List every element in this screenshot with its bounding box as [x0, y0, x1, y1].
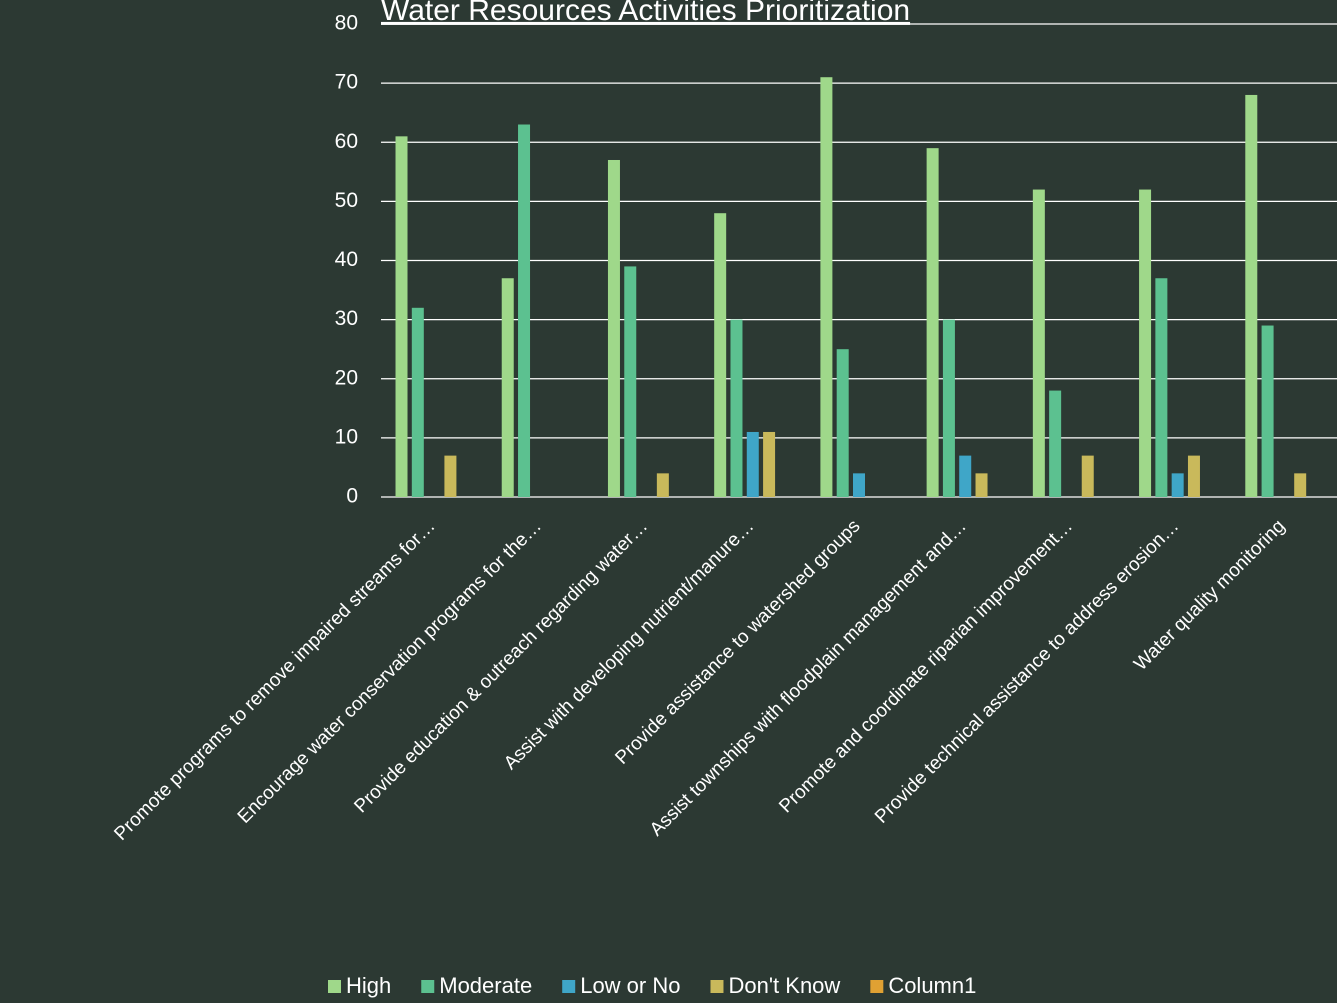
legend-label: Moderate	[439, 973, 532, 998]
bar	[1139, 189, 1152, 498]
bar	[730, 319, 743, 497]
bar	[518, 124, 531, 497]
bar	[1155, 278, 1168, 497]
y-tick-label: 0	[346, 485, 358, 508]
y-tick-label: 60	[335, 130, 358, 153]
bar	[656, 473, 669, 497]
legend-label: Don't Know	[728, 973, 840, 998]
bar	[746, 431, 759, 497]
bar	[1261, 325, 1274, 497]
bar	[501, 278, 514, 497]
chart-title: Water Resources Activities Prioritizatio…	[381, 0, 910, 27]
y-tick-label: 10	[335, 425, 358, 448]
bar	[444, 455, 457, 497]
bar	[607, 159, 620, 498]
legend-label: Low or No	[580, 973, 680, 998]
bar	[411, 307, 424, 497]
y-tick-label: 40	[335, 248, 358, 271]
legend: High Moderate Low or No Don't Know Column1	[328, 973, 976, 998]
y-tick-label: 50	[335, 189, 358, 212]
bar	[624, 266, 637, 497]
legend-swatch	[870, 980, 884, 993]
bar	[836, 349, 849, 497]
legend-swatch	[562, 980, 576, 993]
legend-swatch	[421, 980, 435, 993]
y-tick-label: 80	[335, 12, 358, 35]
bar	[926, 148, 939, 497]
y-tick-label: 20	[335, 366, 358, 389]
bar	[942, 319, 955, 497]
bar	[1294, 473, 1307, 497]
x-tick-label: Provide assistance to watershed groups	[611, 516, 864, 769]
y-tick-label: 30	[335, 307, 358, 330]
bar	[1187, 455, 1200, 497]
legend-label: Column1	[888, 973, 976, 998]
bar	[763, 431, 776, 497]
legend-label: High	[346, 973, 391, 998]
legend-swatch	[328, 980, 341, 993]
bar	[853, 473, 865, 497]
bar	[1245, 94, 1258, 497]
bar	[1032, 189, 1045, 498]
bar	[1049, 390, 1062, 497]
bar	[975, 473, 988, 497]
bar	[959, 455, 972, 497]
bar	[820, 77, 833, 498]
bar	[1081, 455, 1094, 497]
bar	[395, 136, 408, 497]
bar	[1171, 473, 1184, 497]
legend-swatch	[710, 980, 724, 993]
y-tick-label: 70	[335, 71, 358, 94]
bar	[714, 213, 727, 497]
